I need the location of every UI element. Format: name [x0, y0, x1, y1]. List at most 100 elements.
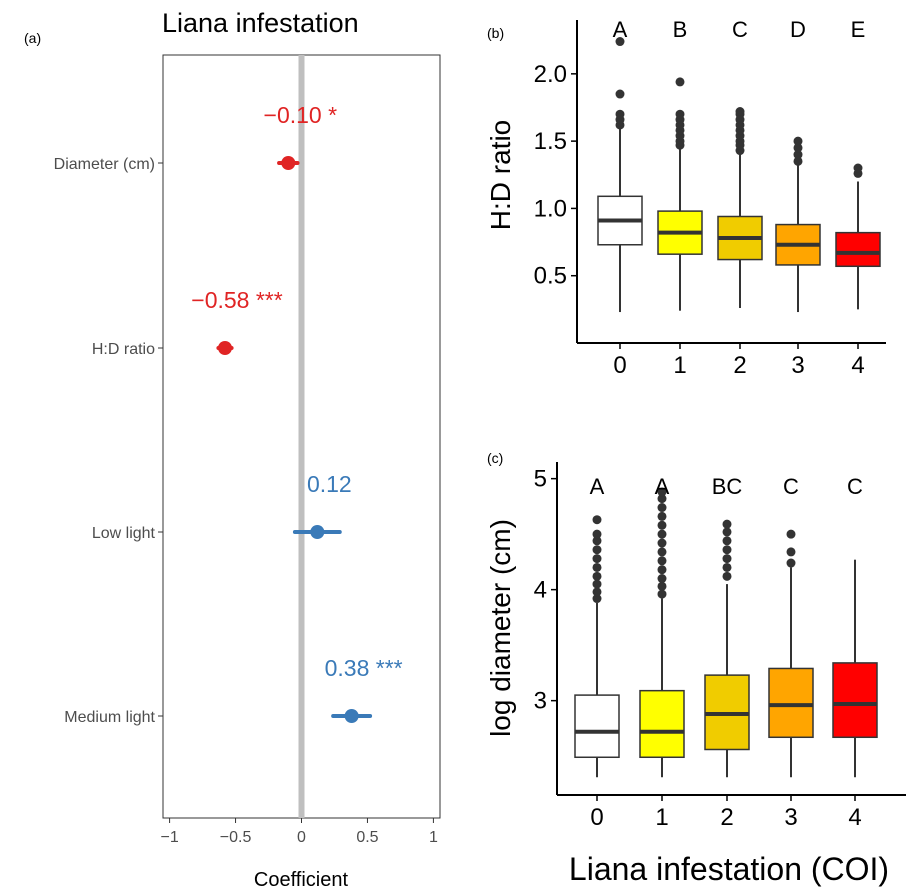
x-tick-label: −1 [160, 829, 178, 846]
x-tick-label: 0.5 [356, 829, 378, 846]
y-tick-label: 3 [534, 688, 547, 715]
term-label: H:D ratio [92, 341, 155, 358]
hd-ratio-boxplot-panel: (b) 0.5 1.0 1.5 2.0 0 A 1 B 2 C 3 D 4 E H:D ratio [485, 17, 886, 379]
outlier-point [615, 37, 625, 47]
outlier-point [793, 156, 803, 166]
outlier-point [657, 538, 667, 548]
term-label: Medium light [64, 709, 155, 726]
coefficient-plot-area: −1 −0.5 0 0.5 1 Diameter (cm) −0.10 * H:D ratio… [54, 54, 441, 846]
outlier-point [592, 594, 602, 604]
significance-letter: BC [712, 474, 743, 499]
outlier-point [722, 571, 732, 581]
significance-letter: A [655, 474, 670, 499]
outlier-point [592, 587, 602, 597]
panel-a-title: Liana infestation [162, 8, 359, 38]
outlier-point [657, 581, 667, 591]
coefficient-label: −0.10 * [264, 102, 338, 128]
outlier-point [592, 515, 602, 525]
coefficient-label: 0.12 [307, 471, 352, 497]
outlier-point [592, 571, 602, 581]
outlier-point [657, 511, 667, 521]
x-tick-label: 0 [613, 352, 626, 379]
coefficient-label: 0.38 *** [325, 655, 403, 681]
outlier-point [722, 562, 732, 572]
significance-letter: B [673, 17, 688, 42]
coefficient-point [281, 156, 296, 170]
significance-letter: E [851, 17, 866, 42]
significance-letter: C [847, 474, 863, 499]
panel-label-b: (b) [487, 25, 504, 41]
outlier-point [786, 529, 796, 539]
outlier-point [793, 150, 803, 160]
outlier-point [592, 579, 602, 589]
x-tick-label: 1 [673, 352, 686, 379]
x-tick-label: 0 [297, 829, 306, 846]
outlier-point [675, 109, 685, 119]
coefficient-point [344, 709, 359, 723]
x-tick-label: 1 [429, 829, 438, 846]
box-iqr [639, 689, 685, 759]
y-tick-label: 2.0 [534, 61, 567, 88]
outlier-point [853, 163, 863, 173]
outlier-point [657, 589, 667, 599]
outlier-point [675, 77, 685, 87]
outlier-point [793, 136, 803, 146]
term-label: Diameter (cm) [54, 156, 155, 173]
x-tick-label: 1 [655, 804, 668, 831]
significance-letter: D [790, 17, 806, 42]
box-iqr [768, 667, 814, 739]
panel-label-c: (c) [487, 450, 503, 466]
log-diameter-boxplot-panel: (c) 3 4 5 0 A 1 A 2 BC 3 C 4 C log diameter (cm) Lia… [485, 450, 906, 887]
outlier-point [615, 109, 625, 119]
panel-b-y-axis-label: H:D ratio [485, 120, 516, 230]
x-tick-label: 0 [590, 804, 603, 831]
outlier-point [657, 574, 667, 584]
outlier-point [657, 529, 667, 539]
outlier-point [786, 558, 796, 568]
outlier-point [615, 89, 625, 99]
box-iqr [832, 662, 878, 739]
coefficient-panel: (a) Liana infestation −1 −0.5 0 0.5 1 Diamete… [24, 8, 441, 888]
outlier-point [657, 547, 667, 557]
outlier-point [657, 494, 667, 504]
outlier-point [657, 565, 667, 575]
hd-ratio-boxplot: 0.5 1.0 1.5 2.0 0 A 1 B 2 C 3 D 4 E [534, 17, 886, 379]
significance-letter: C [732, 17, 748, 42]
outlier-point [657, 487, 667, 497]
x-tick-label: 3 [791, 352, 804, 379]
outlier-point [657, 556, 667, 566]
y-tick-label: 5 [534, 466, 547, 493]
x-tick-label: −0.5 [220, 829, 252, 846]
x-tick-label: 3 [784, 804, 797, 831]
significance-letter: C [783, 474, 799, 499]
significance-letter: A [613, 17, 628, 42]
significance-letter: A [590, 474, 605, 499]
outlier-point [722, 527, 732, 537]
panel-c-y-axis-label: log diameter (cm) [485, 519, 516, 737]
outlier-point [735, 107, 745, 117]
x-tick-label: 2 [720, 804, 733, 831]
outlier-point [722, 536, 732, 546]
log-diameter-boxplot: 3 4 5 0 A 1 A 2 BC 3 C 4 C [534, 462, 906, 831]
outlier-point [786, 547, 796, 557]
coefficient-point [310, 525, 325, 539]
outlier-point [592, 536, 602, 546]
outlier-point [592, 562, 602, 572]
box-iqr [835, 231, 881, 268]
y-tick-label: 1.5 [534, 128, 567, 155]
outlier-point [657, 503, 667, 513]
y-tick-label: 1.0 [534, 195, 567, 222]
outlier-point [722, 554, 732, 564]
outlier-point [592, 545, 602, 555]
outlier-point [722, 545, 732, 555]
outlier-point [592, 554, 602, 564]
y-tick-label: 4 [534, 577, 547, 604]
coefficient-point [217, 341, 232, 355]
x-tick-label: 2 [733, 352, 746, 379]
box-iqr [574, 694, 620, 759]
x-tick-label: 4 [851, 352, 864, 379]
y-tick-label: 0.5 [534, 263, 567, 290]
outlier-point [657, 520, 667, 530]
panel-a-x-axis-label: Coefficient [254, 869, 349, 888]
